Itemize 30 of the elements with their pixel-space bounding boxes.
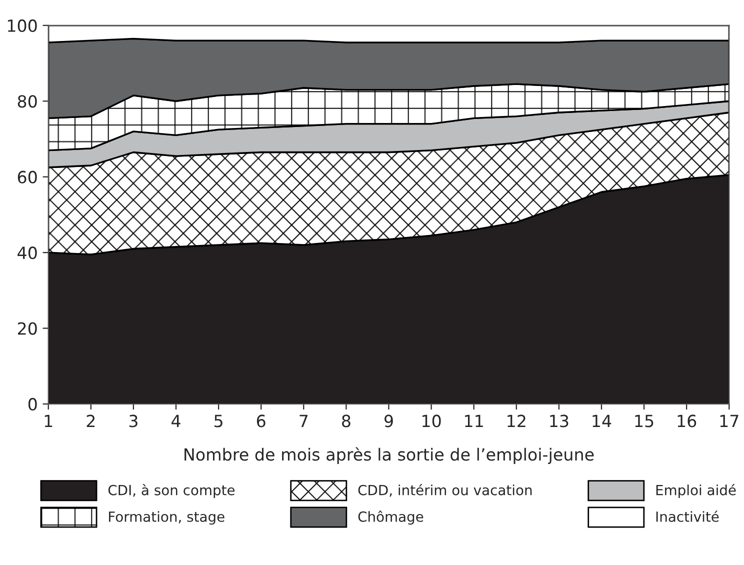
x-tick-label: 13 — [550, 414, 568, 428]
x-tick-label: 17 — [720, 414, 738, 428]
x-tick-label: 6 — [256, 414, 266, 428]
y-tick-label: 60 — [18, 170, 37, 184]
x-tick-label: 5 — [214, 414, 222, 428]
y-tick-label: 80 — [18, 95, 37, 108]
x-tick-label: 9 — [384, 414, 393, 428]
y-tick-label: 20 — [18, 322, 37, 335]
y-tick-label: 0 — [28, 398, 37, 411]
legend-label: Inactivité — [656, 510, 719, 522]
x-tick-label: 4 — [172, 414, 180, 428]
x-axis-title: Nombre de mois après la sortie de l’emploi-jeune — [184, 447, 594, 464]
x-tick-label: 16 — [678, 414, 696, 428]
legend-label: CDI, à son compte — [108, 484, 235, 498]
x-tick-label: 8 — [342, 414, 350, 428]
x-tick-label: 11 — [465, 414, 483, 428]
legend-label: Emploi aidé — [656, 484, 736, 498]
y-tick-label: 100 — [8, 19, 37, 32]
legend-label: Formation, stage — [109, 511, 224, 525]
legend-label: CDD, intérim ou vacation — [358, 484, 532, 497]
x-tick-label: 7 — [300, 414, 308, 428]
x-tick-label: 3 — [129, 414, 138, 428]
x-tick-label: 14 — [592, 414, 612, 428]
x-tick-label: 15 — [635, 414, 654, 428]
x-tick-label: 10 — [422, 414, 441, 428]
x-tick-label: 1 — [44, 414, 52, 428]
x-tick-label: 2 — [86, 414, 95, 428]
legend-label: Chômage — [358, 510, 424, 525]
x-tick-label: 12 — [508, 414, 526, 428]
y-tick-label: 40 — [18, 246, 37, 260]
